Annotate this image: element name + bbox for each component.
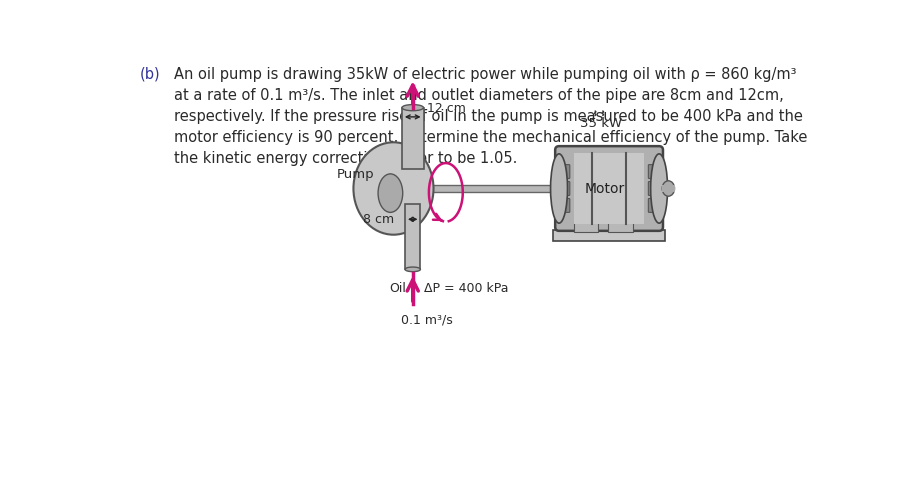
FancyBboxPatch shape <box>552 230 664 241</box>
Ellipse shape <box>404 267 420 272</box>
FancyBboxPatch shape <box>648 165 657 179</box>
FancyBboxPatch shape <box>648 181 657 195</box>
FancyBboxPatch shape <box>648 199 657 212</box>
Text: 12 cm: 12 cm <box>426 102 465 115</box>
FancyBboxPatch shape <box>560 181 569 195</box>
FancyBboxPatch shape <box>429 185 562 192</box>
FancyBboxPatch shape <box>574 153 643 224</box>
FancyBboxPatch shape <box>661 185 674 192</box>
FancyBboxPatch shape <box>404 204 420 269</box>
Text: 8 cm: 8 cm <box>363 213 394 226</box>
Ellipse shape <box>661 181 674 196</box>
Text: Motor: Motor <box>585 181 625 195</box>
Ellipse shape <box>378 174 403 212</box>
FancyBboxPatch shape <box>573 222 598 232</box>
Text: ΔP = 400 kPa: ΔP = 400 kPa <box>423 282 507 295</box>
Ellipse shape <box>550 154 567 223</box>
Text: An oil pump is drawing 35kW of electric power while pumping oil with ρ = 860 kg/: An oil pump is drawing 35kW of electric … <box>174 67 806 166</box>
Text: 35 kW: 35 kW <box>579 117 622 130</box>
Ellipse shape <box>353 142 433 235</box>
Ellipse shape <box>402 105 423 111</box>
Ellipse shape <box>650 154 667 223</box>
Text: Oil: Oil <box>389 282 406 295</box>
Text: Pump: Pump <box>336 168 374 181</box>
Text: 0.1 m³/s: 0.1 m³/s <box>401 313 453 326</box>
FancyBboxPatch shape <box>560 199 569 212</box>
FancyBboxPatch shape <box>402 108 423 169</box>
FancyBboxPatch shape <box>560 165 569 179</box>
FancyBboxPatch shape <box>608 222 632 232</box>
FancyBboxPatch shape <box>555 146 662 231</box>
Text: (b): (b) <box>139 67 159 82</box>
